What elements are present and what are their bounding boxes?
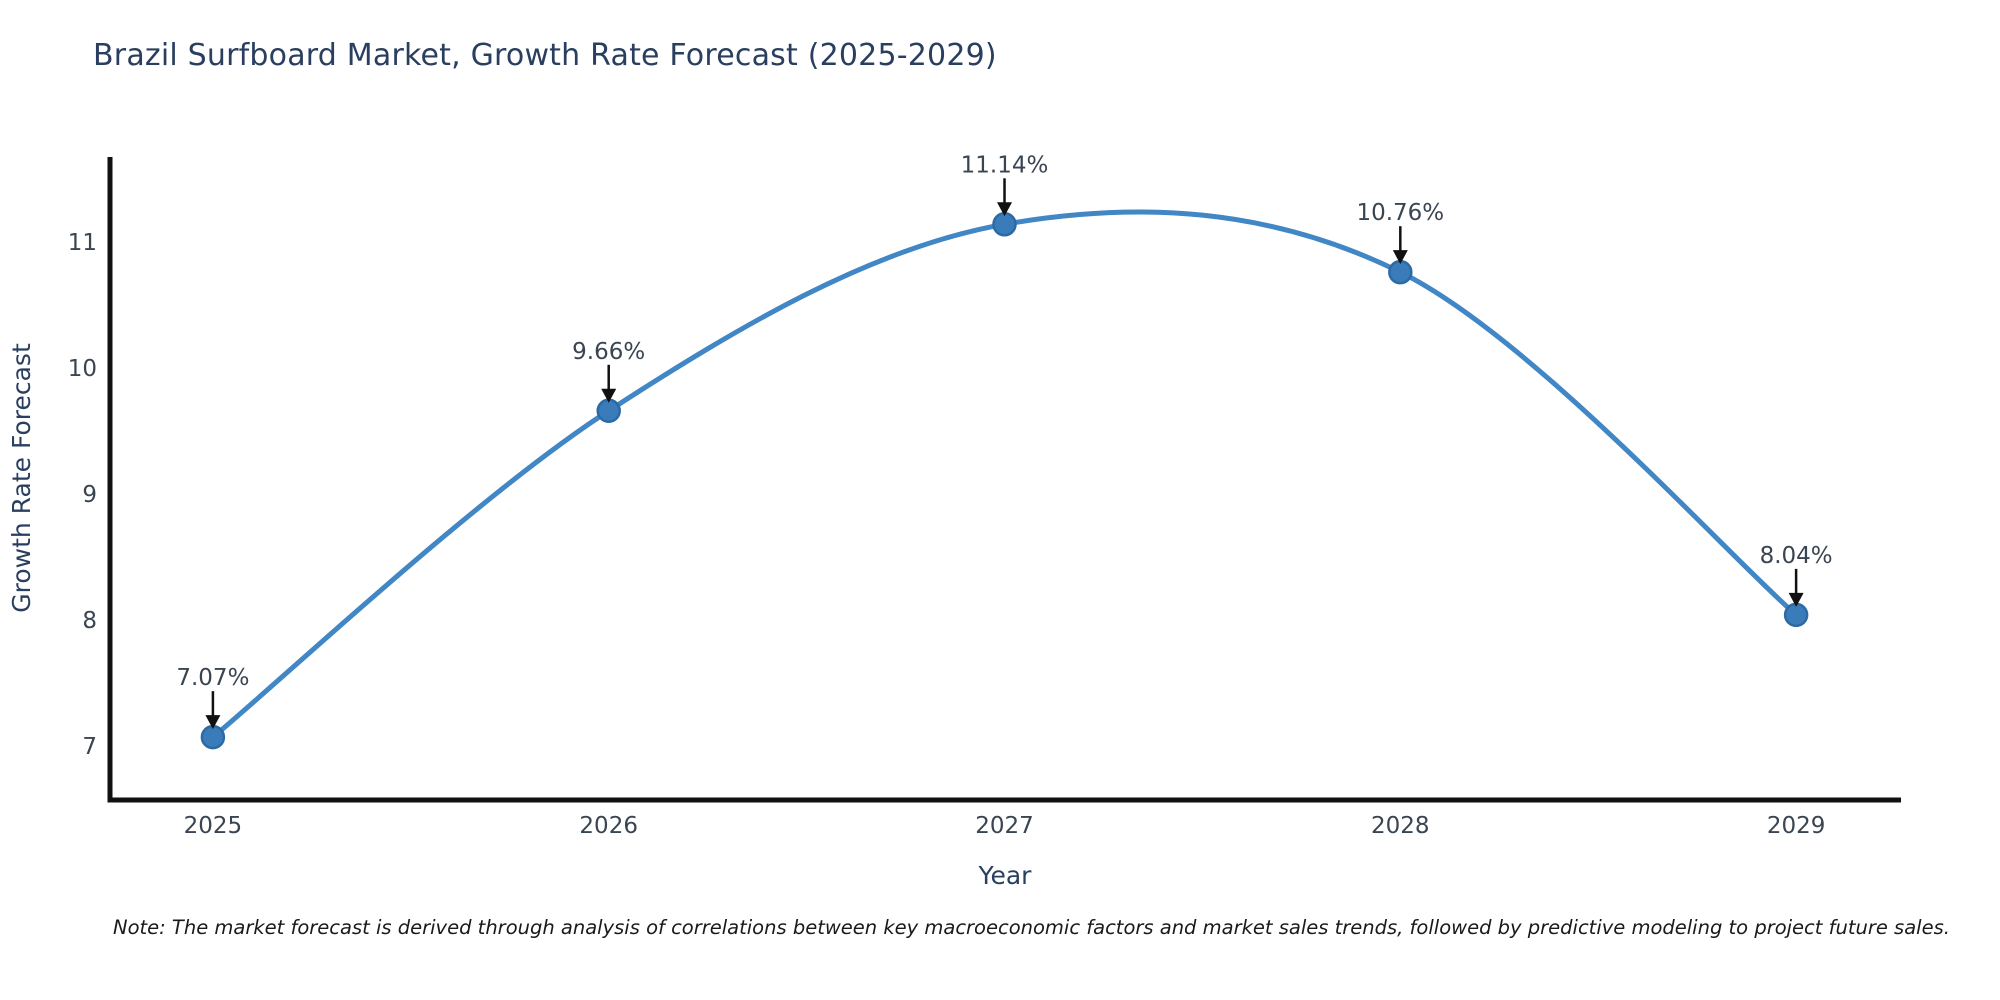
x-tick-label: 2027 — [975, 813, 1034, 839]
data-point-marker — [200, 724, 226, 750]
chart-footnote: Note: The market forecast is derived thr… — [113, 916, 1950, 939]
x-tick-label: 2029 — [1767, 813, 1826, 839]
chart-title: Brazil Surfboard Market, Growth Rate For… — [93, 38, 997, 73]
annotation-arrow-head — [205, 715, 221, 730]
annotation-arrow-head — [997, 202, 1013, 217]
data-point-marker — [1783, 602, 1809, 628]
x-tick-label: 2028 — [1371, 813, 1430, 839]
data-point-label: 7.07% — [176, 665, 249, 691]
data-point-label: 9.66% — [572, 339, 645, 365]
y-tick-label: 8 — [82, 608, 97, 634]
y-tick-label: 11 — [68, 230, 97, 256]
data-point-label: 10.76% — [1356, 200, 1444, 226]
data-point-label: 8.04% — [1760, 543, 1833, 569]
data-point-marker — [992, 212, 1017, 237]
plot-content: 7 8 9 10 11 2025 2026 2027 2028 2029 7.07% 9.66% 11.… — [68, 152, 1901, 839]
y-axis-title: Growth Rate Forecast — [7, 343, 36, 613]
annotation-arrow-head — [601, 388, 617, 403]
y-tick-label: 7 — [82, 734, 97, 760]
y-tick-label: 10 — [68, 356, 97, 382]
annotation-arrow-head — [1788, 592, 1804, 607]
x-axis-title: Year — [978, 861, 1033, 890]
data-point-marker — [1388, 259, 1413, 285]
x-tick-label: 2025 — [184, 813, 243, 839]
x-tick-label: 2026 — [579, 813, 638, 839]
data-point-label: 11.14% — [961, 152, 1049, 178]
annotation-arrow-head — [1392, 250, 1408, 265]
data-point-marker — [596, 398, 621, 424]
forecast-line — [210, 209, 1799, 740]
y-tick-label: 9 — [82, 482, 97, 508]
